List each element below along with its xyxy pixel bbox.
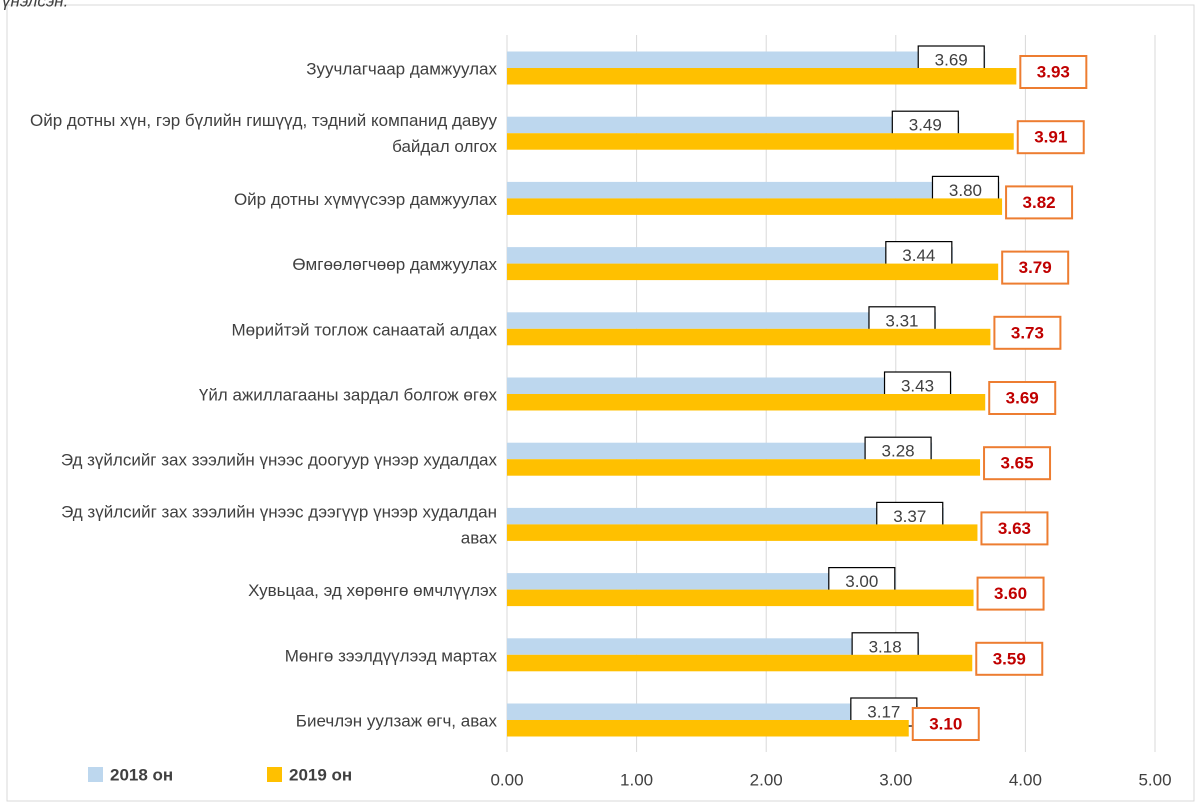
bar [507, 68, 1017, 85]
x-tick-label: 4.00 [1009, 770, 1042, 789]
data-label: 3.10 [929, 714, 962, 733]
bar [507, 394, 986, 411]
legend-swatch [88, 767, 103, 782]
y-tick-label: Ойр дотны хүн, гэр бүлийн гишүүд, тэдний… [30, 112, 497, 157]
x-tick-label: 0.00 [490, 770, 523, 789]
data-label-box [980, 511, 1049, 546]
data-label: 3.80 [949, 181, 982, 200]
data-label: 3.73 [1011, 323, 1044, 342]
data-label: 3.69 [935, 50, 968, 69]
bar [507, 312, 936, 329]
y-tick-label: Зуучлагчаар дамжуулах [306, 59, 497, 78]
x-tick-label: 1.00 [620, 770, 653, 789]
data-label: 3.93 [1037, 62, 1070, 81]
bar [507, 524, 978, 541]
y-tick-label: Ойр дотны хүмүүсээр дамжуулах [234, 190, 498, 209]
bar [507, 328, 991, 346]
data-label: 3.91 [1034, 128, 1067, 147]
bar [507, 198, 1003, 215]
bar [507, 459, 981, 476]
bar [507, 573, 896, 590]
bar [507, 51, 986, 68]
bar [507, 703, 918, 720]
bar [507, 133, 1014, 150]
data-label-box [976, 576, 1045, 611]
data-label: 3.00 [845, 572, 878, 591]
y-tick-label: Мөрийтэй тоглож санаатай алдах [232, 320, 498, 339]
data-label: 3.82 [1023, 193, 1056, 212]
data-label: 3.60 [994, 584, 1027, 603]
data-label-box [993, 315, 1062, 350]
bar [507, 181, 1000, 199]
y-tick-label: Өмгөөлөгчөөр дамжуулах [292, 255, 497, 274]
data-label: 3.49 [909, 116, 942, 135]
legend-label: 2018 он [110, 765, 173, 784]
data-label: 3.43 [901, 376, 934, 395]
data-label: 3.31 [885, 311, 918, 330]
bar [507, 377, 952, 394]
data-label: 3.44 [902, 246, 935, 265]
data-label: 3.69 [1006, 388, 1039, 407]
data-label-box [988, 381, 1057, 415]
y-tick-label: Эд зүйлсийг зах зээлийн үнээс дээгүүр үн… [61, 503, 497, 548]
data-label-box [1019, 55, 1088, 89]
data-label: 3.18 [869, 637, 902, 656]
data-label: 3.17 [867, 702, 900, 721]
bar [507, 638, 920, 655]
x-tick-label: 3.00 [879, 770, 912, 789]
bar [507, 442, 933, 460]
data-label: 3.79 [1019, 258, 1052, 277]
data-label-box [975, 641, 1044, 676]
data-label: 3.28 [882, 442, 915, 461]
data-label-box [911, 707, 980, 741]
y-tick-label: Эд зүйлсийг зах зээлийн үнээс доогуур үн… [61, 451, 498, 470]
data-label-box [1016, 120, 1085, 155]
x-tick-label: 2.00 [750, 770, 783, 789]
data-label-box [983, 446, 1052, 481]
bar [507, 720, 909, 737]
y-tick-label: Мөнгө зээлдүүлээд мартах [285, 646, 498, 665]
data-label: 3.59 [993, 649, 1026, 668]
data-label: 3.65 [1000, 454, 1033, 473]
x-tick-label: 5.00 [1138, 770, 1171, 789]
data-label: 3.37 [893, 507, 926, 526]
data-label: 3.63 [998, 519, 1031, 538]
bar [507, 247, 953, 264]
legend-swatch [267, 767, 282, 782]
legend-label: 2019 он [289, 765, 352, 784]
bar [507, 263, 999, 281]
y-tick-label: Биечлэн уулзаж өгч, авах [296, 711, 498, 730]
caption: үнэлсэн. [2, 0, 68, 10]
data-label-box [1005, 185, 1074, 220]
bar [507, 654, 973, 672]
bar [507, 116, 960, 134]
bar [507, 507, 944, 525]
y-tick-label: Хувьцаа, эд хөрөнгө өмчлүүлэх [248, 581, 497, 600]
bar [507, 589, 974, 607]
data-label-box [1001, 250, 1070, 285]
y-tick-label: Үйл ажиллагааны зардал болгож өгөх [199, 385, 498, 404]
